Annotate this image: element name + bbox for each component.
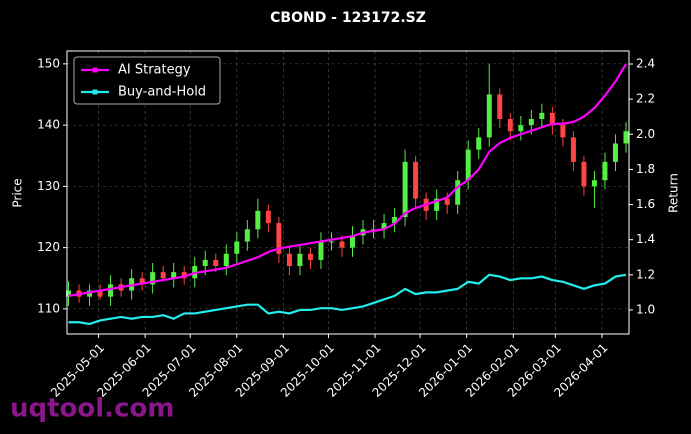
candle-body [66,290,72,297]
y2-axis-label: Return [667,173,681,213]
candle-body [476,137,482,150]
candle-body [528,118,534,126]
y-tick-label: 130 [37,179,60,193]
candle-body [602,161,608,181]
candle-body [465,149,471,181]
candle-body [612,143,618,162]
y2-tick-label: 1.6 [636,197,655,211]
candle-body [455,180,461,205]
candle-body [560,125,566,138]
y-axis-label: Price [11,178,25,207]
y-tick-label: 110 [37,301,60,315]
candle-body [87,290,93,297]
candle-body [413,161,419,199]
legend-marker [92,67,98,73]
candle-body [350,235,356,248]
candle-body [486,94,492,138]
candle-body [539,112,545,119]
watermark: uqtool.com [10,394,174,424]
candle-body [549,112,555,126]
candle-body [255,210,261,230]
plot-frame [66,50,630,335]
candle-body [244,229,250,242]
candle-body [318,241,324,260]
candle-body [108,284,114,297]
candle-body [371,229,377,231]
candle-body [497,94,503,119]
y2-tick-label: 1.4 [636,232,655,246]
candle-body [297,253,303,267]
candle-body [160,272,166,279]
candle-body [444,198,450,205]
y2-tick-label: 2.4 [636,56,655,70]
candle-body [381,223,387,230]
legend-box [73,56,221,105]
candle-body [623,131,629,144]
candle-body [518,125,524,132]
line-series [68,273,627,326]
candle-body [392,217,398,224]
legend-label: Buy-and-Hold [118,85,206,100]
candle-body [139,278,145,285]
y2-tick-label: 1.2 [636,267,655,281]
candle-body [591,180,597,187]
candle-body [97,290,103,297]
candle-body [150,272,156,285]
y-tick-label: 120 [37,240,60,254]
y-tick-label: 150 [37,56,60,70]
candle-body [171,272,177,279]
candle-body [276,223,282,254]
chart-title: CBOND - 123172.SZ [270,10,426,26]
candle-body [507,118,513,132]
line-series [68,63,627,297]
y2-tick-label: 2.0 [636,127,655,141]
candle-body [202,259,208,267]
candle-body [434,198,440,211]
legend-marker [92,89,98,95]
legend-label: AI Strategy [118,63,191,78]
candle-body [581,161,587,187]
candle-body [307,253,313,260]
y2-tick-label: 1.0 [636,302,655,316]
candle-body [265,210,271,224]
y2-tick-label: 1.8 [636,162,655,176]
candle-body [402,161,408,218]
candle-body [328,241,334,243]
candle-body [234,241,240,254]
candle-body [570,137,576,162]
y2-tick-label: 2.2 [636,92,655,106]
y-tick-label: 140 [37,118,60,132]
candle-body [223,253,229,267]
candle-body [286,253,292,267]
candle-body [181,272,187,279]
candle-body [339,241,345,248]
candle-body [213,259,219,267]
